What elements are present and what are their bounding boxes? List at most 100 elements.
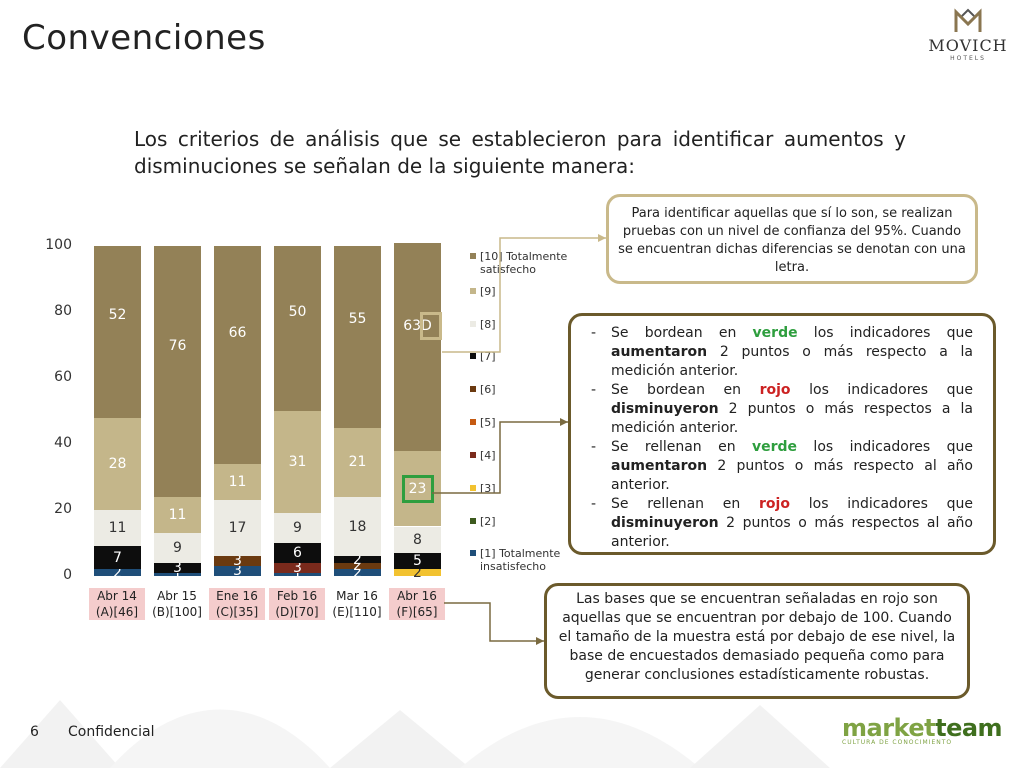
data-label: 2 [353,558,362,575]
data-label: 7 [113,549,122,566]
callout-bases: Las bases que se encuentran señaladas en… [544,583,970,699]
rule-text: los indicadores que [797,325,973,341]
y-tick-label: 60 [54,369,72,385]
data-label: 1 [293,566,302,583]
x-category-name: Feb 16 [276,589,318,603]
data-label: 2 [353,564,362,581]
data-label: 11 [228,473,247,490]
legend-swatch [470,288,476,294]
data-label: 31 [288,454,307,471]
movich-emblem-icon [954,8,982,32]
rule-text: aumentaron [611,344,708,360]
intro-text: Los criterios de análisis que se estable… [134,127,906,178]
rule-text: aumentaron [611,458,708,474]
rule-text: Se rellenan en [611,439,752,455]
bar-segment [274,543,321,563]
watermark-shapes [0,700,830,768]
bar-segment [94,510,141,547]
bar-segment [154,533,201,563]
data-label: 11 [108,520,127,537]
rule-dash: - [591,325,597,341]
legend-label: [6] [480,383,496,396]
data-label: 2 [113,564,122,581]
legend-swatch [470,452,476,458]
rule-text: Se bordean en [611,325,753,341]
data-label: 11 [168,506,187,523]
rule-text: los indicadores que [789,496,973,512]
callout-letters: Para identificar aquellas que sí lo son,… [606,194,978,284]
movich-logo: MOVICH HOTELS [918,8,1018,62]
data-label: 9 [293,520,302,537]
bar-segment [154,572,201,576]
callout-rules: - Se bordean en verde los indicadores que… [568,313,996,555]
data-label: 2 [413,564,422,581]
data-label: 2 [353,551,362,568]
rule-item: - Se rellenan en verde los indicadores qu… [587,438,973,495]
data-label: 9 [173,539,182,556]
bar-segment [274,562,321,573]
legend-swatch [470,353,476,359]
data-label: 50 [288,304,307,320]
bar-segment [94,569,141,576]
rule-text: 2 puntos o más respecto al año anterior. [611,458,973,493]
data-label: 3 [233,553,242,570]
bar-segment [394,552,441,570]
legend-label: [7] [480,350,496,363]
data-label: 23 [408,480,427,497]
legend-label: [5] [480,416,496,429]
x-category-name: Abr 15 [157,589,197,603]
data-label: 18 [348,518,367,535]
legend-swatch [470,419,476,425]
legend-label: [4] [480,449,496,462]
rule-dash: - [591,382,597,398]
bar-segment [214,566,261,576]
annotation-box [420,311,442,340]
bar-segment [214,556,261,567]
data-label: 76 [168,338,187,355]
bar-segment [94,417,141,510]
bar-segment [334,496,381,557]
legend-swatch [470,485,476,491]
rule-dash: - [591,439,597,455]
page-number: 6 [30,724,39,740]
bar-segment [94,546,141,570]
legend-swatch [470,518,476,524]
annotation-box [402,474,434,503]
legend-swatch [470,253,476,259]
data-label: 1 [173,566,182,583]
data-label: 28 [108,455,127,472]
y-tick-label: 100 [45,237,72,253]
legend-label: [10] Totalmente satisfecho [480,250,568,276]
marketteam-tagline: CULTURA DE CONOCIMIENTO [842,739,953,746]
bar-segment [334,427,381,497]
data-label: 3 [173,559,182,576]
rule-text: disminuyeron [611,401,719,417]
bar-segment [214,246,261,464]
x-category-base: (E)[110] [332,605,382,619]
bar-segment [274,411,321,514]
callout-letters-text: Para identificar aquellas que sí lo son,… [618,206,966,275]
bar-segment [214,500,261,557]
data-label: 3 [293,559,302,576]
marketteam-logo: marketteam CULTURA DE CONOCIMIENTO [842,714,1003,746]
rule-text: los indicadores que [790,382,973,398]
data-label: 8 [413,531,422,548]
bar-segment [274,513,321,543]
data-label: 17 [228,520,247,537]
rule-text: 2 puntos o más respecto a la medición an… [611,344,973,379]
x-category-label: Ene 16 (C)[35] [209,588,265,620]
bar-segment [154,496,201,534]
bar-segment [394,526,441,553]
rule-text: rojo [759,496,790,512]
x-category-label: Feb 16 (D)[70] [269,588,325,620]
rule-dash: - [591,496,597,512]
x-category-name: Ene 16 [216,589,258,603]
marketteam-name: marketteam [842,714,1003,742]
x-category-name: Abr 16 [397,589,437,603]
data-label: 21 [348,454,367,471]
legend-swatch [470,321,476,327]
x-category-base: (C)[35] [215,605,259,619]
bar-segment [154,562,201,573]
x-category-base: (A)[46] [95,605,139,619]
